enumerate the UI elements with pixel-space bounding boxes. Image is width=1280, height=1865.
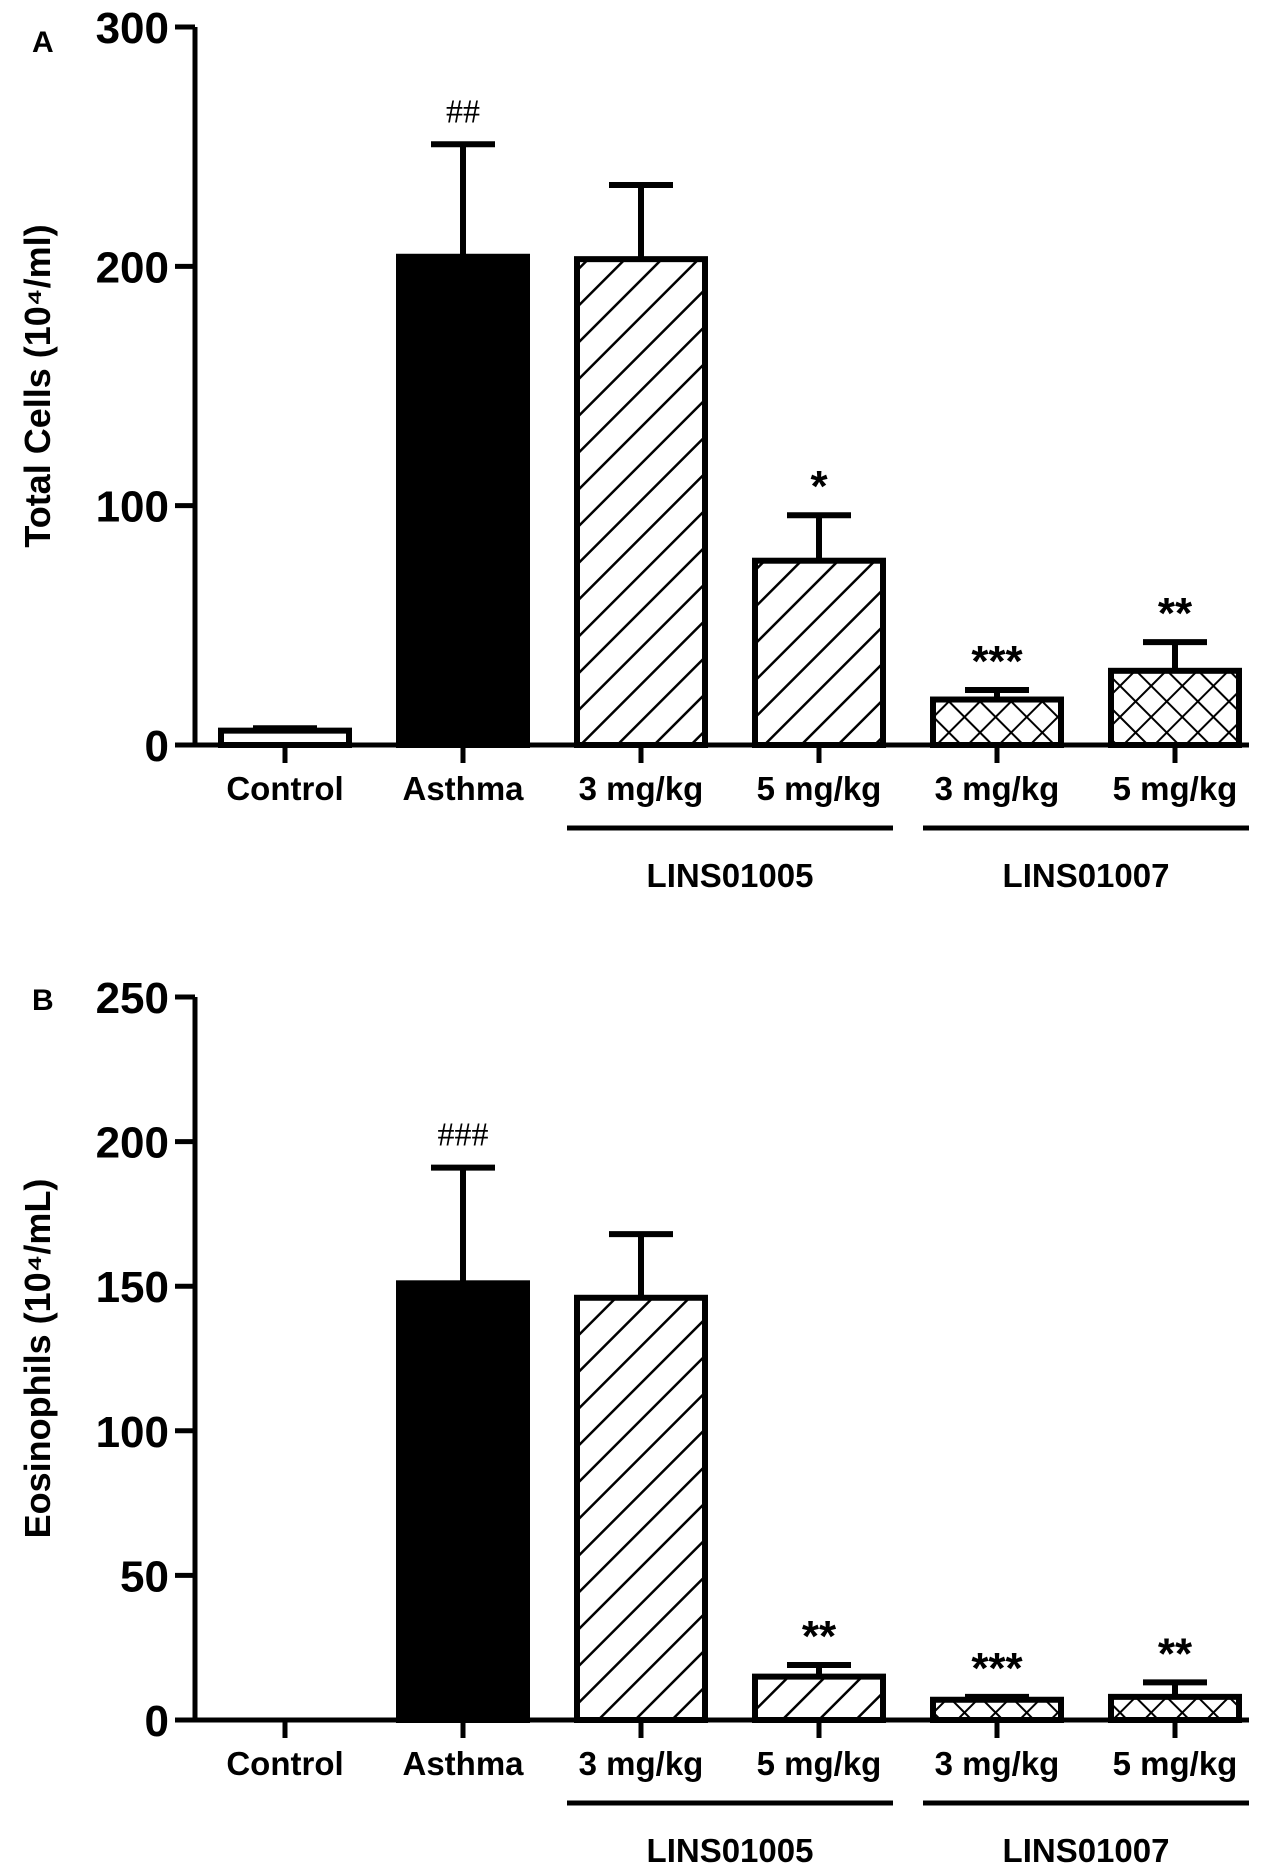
panel-label: A (32, 26, 54, 59)
significance-marker: ** (802, 1612, 837, 1661)
x-category-label: Asthma (402, 1745, 524, 1782)
x-category-label: Control (226, 1745, 343, 1782)
group-label: LINS01007 (1003, 1832, 1170, 1865)
y-tick-label: 150 (96, 1263, 169, 1312)
bar-3 (752, 1673, 886, 1723)
significance-marker: *** (971, 637, 1023, 686)
panel-label: B (32, 984, 54, 1017)
x-category-label: Control (226, 770, 343, 807)
bar-2 (574, 1294, 708, 1723)
bar-4 (930, 696, 1064, 749)
y-tick-label: 50 (120, 1552, 169, 1601)
bar-4 (930, 1696, 1064, 1723)
x-category-label: 5 mg/kg (757, 1745, 882, 1782)
significance-marker: ** (1158, 1629, 1193, 1678)
group-label: LINS01007 (1003, 857, 1170, 894)
x-category-label: 5 mg/kg (757, 770, 882, 807)
significance-marker: ## (446, 93, 480, 130)
y-tick-label: 100 (96, 1408, 169, 1457)
x-category-label: 3 mg/kg (579, 1745, 704, 1782)
bar-5 (1108, 1693, 1242, 1724)
y-tick-label: 200 (96, 243, 169, 292)
bar-5 (1108, 667, 1242, 748)
x-category-label: 3 mg/kg (935, 770, 1060, 807)
x-category-label: Asthma (402, 770, 524, 807)
x-category-label: 5 mg/kg (1113, 1745, 1238, 1782)
y-axis-label: Total Cells (10⁴/ml) (17, 224, 58, 547)
y-axis-label: Eosinophils (10⁴/mL) (17, 1179, 58, 1539)
chart-panel-B: B 0 50 100 150 200 250 Eosinophils (10⁴/mL) Cont… (17, 974, 1249, 1865)
bar-2 (574, 256, 708, 748)
y-tick-label: 250 (96, 974, 169, 1023)
bar-1 (396, 253, 530, 748)
x-category-label: 5 mg/kg (1113, 770, 1238, 807)
chart-panel-A: A 0 100 200 300 Total Cells (10⁴/ml) Control As… (17, 4, 1249, 894)
x-category-label: 3 mg/kg (579, 770, 704, 807)
significance-marker: ** (1158, 589, 1193, 638)
group-label: LINS01005 (647, 857, 814, 894)
group-label: LINS01005 (647, 1832, 814, 1865)
x-category-label: 3 mg/kg (935, 1745, 1060, 1782)
bar-1 (396, 1280, 530, 1723)
bar-3 (752, 557, 886, 748)
y-tick-label: 0 (145, 1697, 169, 1746)
y-tick-label: 0 (145, 722, 169, 771)
y-tick-label: 200 (96, 1119, 169, 1168)
y-tick-label: 100 (96, 483, 169, 532)
significance-marker: ### (438, 1117, 489, 1154)
significance-marker: * (810, 462, 828, 511)
y-tick-label: 300 (96, 4, 169, 53)
bar-0 (218, 727, 352, 749)
significance-marker: *** (971, 1644, 1023, 1693)
